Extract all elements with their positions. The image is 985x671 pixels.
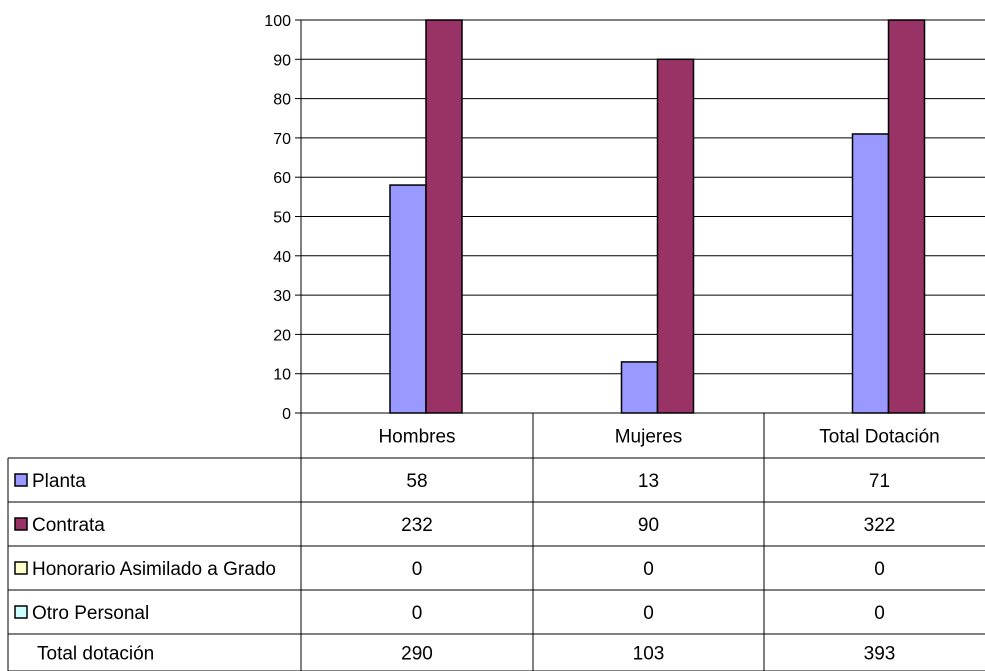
data-cell: 90 [638,515,659,536]
data-cell: 322 [864,515,896,536]
y-tick-label: 30 [273,288,291,305]
series-label: Contrata [32,515,105,536]
legend-key-planta [14,473,28,487]
data-cell: 0 [643,559,654,580]
data-cell: 0 [874,603,885,624]
category-label: Mujeres [615,427,683,448]
data-cell: 13 [638,471,659,492]
y-tick-label: 40 [273,249,291,266]
y-tick-label: 10 [273,367,291,384]
bar-planta [620,361,659,414]
y-tick-label: 80 [273,92,291,109]
bar-contrata [887,19,926,414]
bar-contrata [425,19,463,414]
y-tick-label: 60 [273,170,291,187]
total-cell: 290 [401,644,433,665]
bar-planta [389,184,427,414]
legend-key-contrata [14,517,28,531]
category-label: Total Dotación [819,427,939,448]
series-label: Planta [32,471,86,492]
y-tick-label: 70 [273,131,291,148]
series-label: Otro Personal [32,603,149,624]
data-cell: 58 [406,471,427,492]
category-label: Hombres [378,427,455,448]
y-tick-label: 20 [273,327,291,344]
data-cell: 71 [869,471,890,492]
data-cell: 0 [874,559,885,580]
y-tick-label: 50 [273,210,291,227]
total-row-label: Total dotación [37,644,154,665]
data-cell: 0 [412,603,423,624]
legend-key-honorario-asimilado-a-grado [14,561,28,575]
y-tick-label: 100 [264,13,291,30]
y-tick-label: 0 [282,406,291,423]
legend-key-otro-personal [14,605,28,619]
data-cell: 0 [643,603,654,624]
total-cell: 103 [633,644,665,665]
data-cell: 232 [401,515,433,536]
y-tick-label: 90 [273,52,291,69]
data-cell: 0 [412,559,423,580]
bar-planta [851,133,890,414]
total-cell: 393 [864,644,896,665]
bar-contrata [656,58,695,414]
series-label: Honorario Asimilado a Grado [32,559,276,580]
